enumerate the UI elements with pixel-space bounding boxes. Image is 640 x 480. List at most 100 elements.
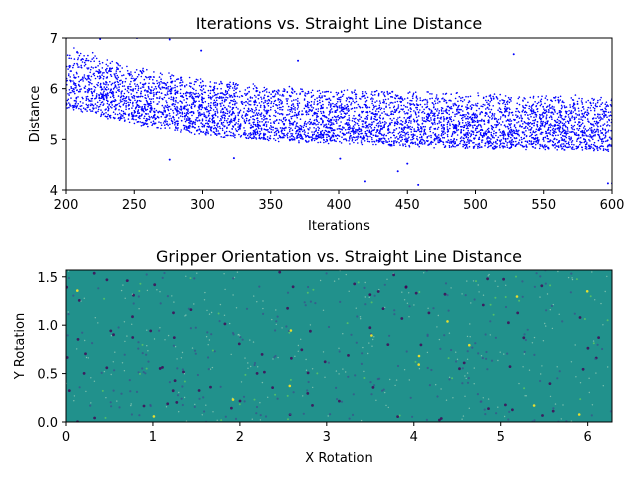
scatter-point <box>468 100 471 103</box>
scatter-point <box>400 133 402 136</box>
scatter-point <box>411 99 413 102</box>
scatter-point <box>416 104 419 106</box>
scatter-point <box>68 94 70 96</box>
scatter-point <box>186 129 189 131</box>
scatter-point <box>144 97 146 99</box>
scatter-point <box>420 130 423 132</box>
scatter-point <box>101 111 104 113</box>
scatter-point <box>412 142 415 144</box>
scatter-point <box>522 109 524 111</box>
scatter-point <box>224 112 227 114</box>
scatter-point <box>565 115 567 118</box>
scatter-point <box>353 141 355 144</box>
scatter-point <box>581 133 584 136</box>
scatter-point <box>258 109 261 112</box>
scatter-point <box>86 78 88 81</box>
scatter-point <box>286 100 288 102</box>
scatter-point <box>348 140 350 142</box>
scatter-point <box>231 103 234 106</box>
scatter-point <box>149 110 151 113</box>
scatter-point <box>592 117 595 119</box>
scatter-point <box>176 127 178 130</box>
scatter-point <box>443 118 445 121</box>
scatter-point <box>277 140 280 143</box>
scatter-point <box>578 97 580 100</box>
scatter-point <box>446 126 449 128</box>
scatter-point <box>197 110 199 112</box>
scatter-point <box>599 99 601 101</box>
scatter-point <box>193 126 196 129</box>
scatter-point <box>390 143 393 146</box>
scatter-point <box>143 105 146 108</box>
scatter-point <box>161 98 164 100</box>
scatter-point <box>336 116 339 118</box>
scatter-point <box>424 98 427 101</box>
scatter-point <box>435 143 437 145</box>
scatter-point <box>203 112 205 114</box>
scatter-point <box>510 131 512 133</box>
scatter-point <box>579 143 581 146</box>
scatter-point <box>489 111 491 114</box>
scatter-point <box>598 117 600 119</box>
scatter-point <box>327 130 330 133</box>
scatter-point <box>561 100 564 102</box>
scatter-point <box>120 114 123 116</box>
scatter-point <box>409 107 412 109</box>
scatter-point <box>607 131 609 133</box>
scatter-point <box>357 114 360 117</box>
scatter-point <box>497 102 500 104</box>
scatter-point <box>430 117 432 119</box>
scatter-point <box>253 121 255 123</box>
scatter-point <box>318 89 321 92</box>
scatter-point <box>391 110 394 112</box>
scatter-point <box>297 125 299 128</box>
scatter-point <box>234 83 237 86</box>
scatter-point <box>462 129 465 132</box>
scatter-point <box>528 107 530 110</box>
scatter-point <box>167 106 170 108</box>
scatter-point <box>541 144 543 146</box>
scatter-point <box>259 121 261 123</box>
scatter-point <box>68 106 70 109</box>
scatter-point <box>90 90 93 93</box>
scatter-point <box>492 126 495 129</box>
scatter-point <box>445 99 447 102</box>
scatter-point <box>413 120 416 122</box>
scatter-point <box>186 112 188 114</box>
scatter-point <box>329 126 332 129</box>
scatter-point <box>215 99 218 102</box>
scatter-point <box>148 118 151 121</box>
scatter-point <box>317 108 320 110</box>
scatter-point <box>368 129 371 132</box>
scatter-point <box>243 119 246 121</box>
scatter-point <box>381 112 383 114</box>
scatter-point <box>166 123 169 125</box>
scatter-point <box>248 133 250 135</box>
scatter-point <box>257 132 259 135</box>
scatter-point <box>230 120 232 122</box>
scatter-point <box>545 116 548 118</box>
scatter-point <box>315 137 317 140</box>
scatter-point <box>532 119 534 122</box>
scatter-point <box>253 135 255 137</box>
scatter-point <box>170 88 173 91</box>
scatter-point <box>382 99 385 101</box>
scatter-point <box>89 71 91 74</box>
scatter-point <box>323 131 326 134</box>
scatter-point <box>160 78 162 80</box>
scatter-point <box>486 101 488 104</box>
scatter-point <box>225 99 228 101</box>
scatter-point <box>410 114 413 116</box>
scatter-point <box>299 135 301 137</box>
scatter-point <box>172 75 175 77</box>
scatter-point <box>506 144 508 146</box>
scatter-point <box>524 104 527 106</box>
scatter-point <box>440 107 443 109</box>
scatter-point <box>91 51 94 54</box>
scatter-point <box>549 133 551 136</box>
scatter-point <box>125 108 127 111</box>
scatter-point <box>122 103 125 106</box>
scatter-point <box>143 78 146 81</box>
scatter-point <box>373 141 376 143</box>
scatter-point <box>492 135 494 137</box>
